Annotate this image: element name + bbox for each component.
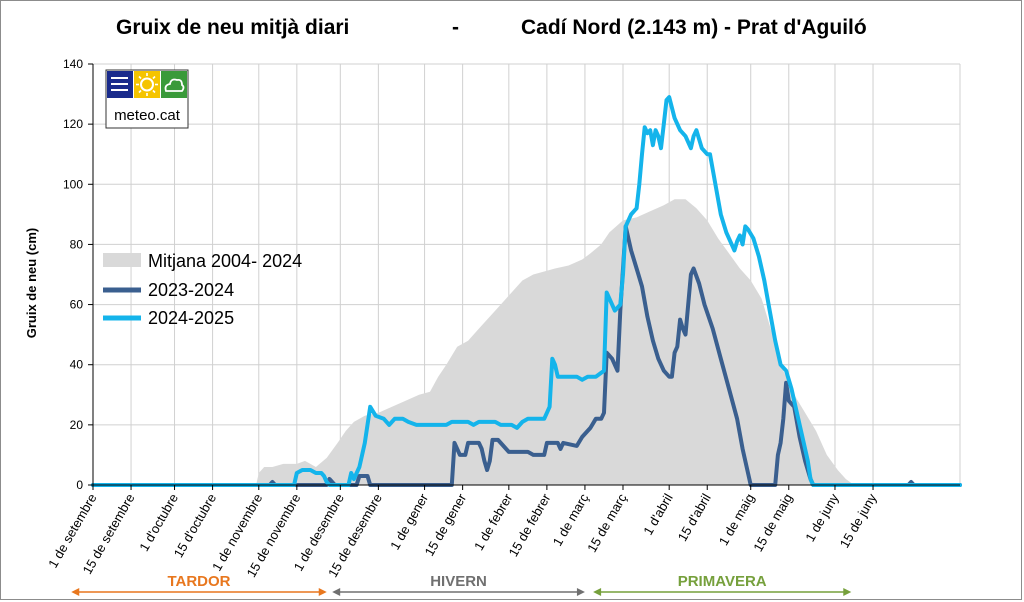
x-tick-label-15: 15 d'abril: [675, 491, 714, 544]
x-tick-label-14: 1 d'abril: [640, 491, 676, 538]
y-tick-label-100: 100: [63, 177, 83, 191]
y-tick-label-40: 40: [70, 358, 84, 372]
logo-text: meteo.cat: [114, 107, 181, 124]
x-tick-label-8: 1 de gener: [387, 490, 431, 552]
series-area-average: [93, 199, 960, 486]
y-tick-label-0: 0: [76, 478, 83, 492]
x-tick-label-13: 15 de març: [584, 491, 630, 555]
y-tick-label-140: 140: [63, 57, 83, 71]
chart-title-separator: -: [452, 16, 459, 39]
season-label-primavera: PRIMAVERA: [678, 573, 767, 590]
average-area: [93, 199, 960, 486]
season-arrow-right-primavera: [843, 588, 852, 596]
legend-label-2023-2024: 2023-2024: [148, 280, 234, 300]
cloud-icon: [161, 71, 187, 98]
y-tick-label-20: 20: [70, 418, 84, 432]
series-line-2024-2025: [91, 95, 962, 487]
x-tick-label-19: 15 de juny: [837, 491, 880, 551]
season-arrow-left-tardor: [71, 588, 80, 596]
x-tick-label-18: 1 de juny: [802, 491, 842, 545]
x-tick-label-16: 1 de maig: [716, 491, 758, 548]
y-tick-label-120: 120: [63, 117, 83, 131]
legend-label-average: Mitjana 2004- 2024: [148, 251, 302, 271]
season-arrow-right-tardor: [318, 588, 327, 596]
legend: Mitjana 2004- 2024 2023-2024 2024-2025: [103, 251, 302, 328]
legend-swatch-average: [103, 253, 141, 267]
season-label-hivern: HIVERN: [430, 573, 487, 590]
season-arrow-left-primavera: [593, 588, 602, 596]
x-tick-label-17: 15 de maig: [750, 491, 795, 554]
season-label-tardor: TARDOR: [167, 573, 230, 590]
chart-title-left: Gruix de neu mitjà diari: [116, 16, 349, 39]
meteocat-logo: meteo.cat: [105, 69, 189, 129]
y-axis-label: Gruix de neu (cm): [24, 228, 39, 339]
chart-title-right: Cadí Nord (2.143 m) - Prat d'Aguiló: [521, 16, 867, 39]
x-tick-label-12: 1 de març: [550, 491, 592, 549]
y-tick-labels: 0 20 40 60 80 100 120 140: [63, 57, 83, 492]
legend-label-2024-2025: 2024-2025: [148, 308, 234, 328]
season-bands: TARDOR HIVERN PRIMAVERA: [71, 573, 852, 596]
axes: [88, 63, 960, 490]
y-tick-label-80: 80: [70, 237, 84, 251]
season-arrow-right-hivern: [576, 588, 585, 596]
y-tick-label-60: 60: [70, 298, 84, 312]
season-arrow-left-hivern: [332, 588, 341, 596]
